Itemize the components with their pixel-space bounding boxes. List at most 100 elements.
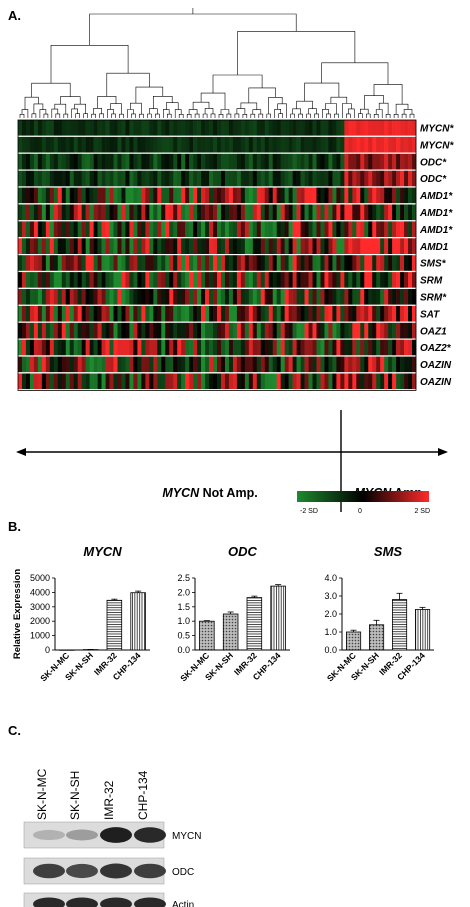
heatmap-cell xyxy=(177,120,182,136)
heatmap-cell xyxy=(49,339,55,356)
heatmap-cell xyxy=(276,187,281,204)
heatmap-cell xyxy=(57,356,63,373)
heatmap-cell xyxy=(380,255,385,271)
heatmap-cell xyxy=(316,272,321,288)
heatmap-cell xyxy=(364,373,369,390)
heatmap-cell xyxy=(125,289,130,305)
heatmap-cell xyxy=(153,187,158,204)
heatmap-cell xyxy=(236,339,242,356)
heatmap-cell xyxy=(53,187,59,204)
heatmap-cell xyxy=(252,289,258,305)
heatmap-cell xyxy=(280,170,285,187)
heatmap-cell xyxy=(232,356,238,373)
heatmap-cell xyxy=(61,289,67,305)
heatmap-cell xyxy=(260,322,266,339)
heatmap-cell xyxy=(189,356,194,373)
heatmap-cell xyxy=(21,136,27,153)
heatmap-cell xyxy=(328,136,333,153)
heatmap-cell xyxy=(197,170,202,187)
heatmap-cell xyxy=(33,238,39,254)
heatmap-cell xyxy=(41,136,47,153)
heatmap-cell xyxy=(201,153,206,170)
heatmap-cell xyxy=(236,322,242,339)
heatmap-cell xyxy=(69,305,75,322)
heatmap-cell xyxy=(396,373,401,390)
heatmap-cell xyxy=(308,136,313,153)
heatmap-cell xyxy=(368,187,373,204)
heatmap-cell xyxy=(404,170,409,187)
heatmap-cell xyxy=(324,204,329,221)
heatmap-cell xyxy=(352,356,357,373)
heatmap-cell xyxy=(244,356,250,373)
heatmap-row xyxy=(18,120,417,136)
heatmap-cell xyxy=(356,238,361,254)
heatmap-cell xyxy=(344,238,349,254)
heatmap-cell xyxy=(101,289,106,305)
heatmap-cell xyxy=(113,153,118,170)
heatmap-cell xyxy=(77,305,82,322)
heatmap-cell xyxy=(220,356,226,373)
heatmap-cell xyxy=(45,339,51,356)
heatmap-cell xyxy=(384,120,389,136)
heatmap-cell xyxy=(384,136,389,153)
gene-label: SMS* xyxy=(420,259,447,270)
heatmap-cell xyxy=(85,120,90,136)
y-tick-label: 4.0 xyxy=(324,573,337,583)
heatmap-cell xyxy=(65,322,71,339)
heatmap-cell xyxy=(384,204,389,221)
heatmap-cell xyxy=(201,289,206,305)
heatmap-cell xyxy=(77,356,82,373)
heatmap-cell xyxy=(105,153,110,170)
heatmap-cell xyxy=(376,120,381,136)
heatmap-cell xyxy=(244,339,250,356)
heatmap-cell xyxy=(105,136,110,153)
heatmap-cell xyxy=(348,289,353,305)
heatmap-cell xyxy=(348,136,353,153)
heatmap-cell xyxy=(18,305,23,322)
heatmap-cell xyxy=(400,255,405,271)
heatmap-cell xyxy=(316,136,321,153)
heatmap-cell xyxy=(209,373,214,390)
heatmap-cell xyxy=(320,238,325,254)
heatmap-cell xyxy=(89,339,94,356)
heatmap-cell xyxy=(185,170,190,187)
heatmap-cell xyxy=(316,187,321,204)
heatmap-cell xyxy=(213,373,218,390)
heatmap-cell xyxy=(37,120,43,136)
heatmap-cell xyxy=(336,255,341,271)
heatmap-cell xyxy=(185,204,190,221)
heatmap-cell xyxy=(400,120,405,136)
heatmap-cell xyxy=(121,120,126,136)
heatmap-cell xyxy=(340,272,345,288)
heatmap-cell xyxy=(316,170,321,187)
heatmap-cell xyxy=(153,153,158,170)
heatmap-cell xyxy=(300,305,305,322)
heatmap-cell xyxy=(189,272,194,288)
heatmap-cell xyxy=(352,322,357,339)
band xyxy=(100,827,132,843)
heatmap-cell xyxy=(280,120,285,136)
heatmap-cell xyxy=(220,272,226,288)
heatmap-cell xyxy=(173,204,178,221)
heatmap-cell xyxy=(45,238,51,254)
heatmap-cell xyxy=(77,187,82,204)
heatmap-cell xyxy=(69,322,75,339)
heatmap-cell xyxy=(109,289,114,305)
heatmap-cell xyxy=(240,339,246,356)
heatmap-cell xyxy=(157,204,162,221)
heatmap-cell xyxy=(272,136,277,153)
heatmap-cell xyxy=(348,204,353,221)
heatmap-cell xyxy=(304,187,309,204)
heatmap-cell xyxy=(372,289,377,305)
heatmap-cell xyxy=(360,204,365,221)
heatmap-cell xyxy=(165,272,170,288)
heatmap-cell xyxy=(169,272,174,288)
heatmap-cell xyxy=(217,204,222,221)
heatmap-cell xyxy=(260,153,266,170)
heatmap-cell xyxy=(240,187,246,204)
heatmap-cell xyxy=(360,120,365,136)
heatmap-cell xyxy=(161,356,166,373)
heatmap-cell xyxy=(45,272,51,288)
heatmap-cell xyxy=(304,289,309,305)
heatmap-cell xyxy=(177,356,182,373)
